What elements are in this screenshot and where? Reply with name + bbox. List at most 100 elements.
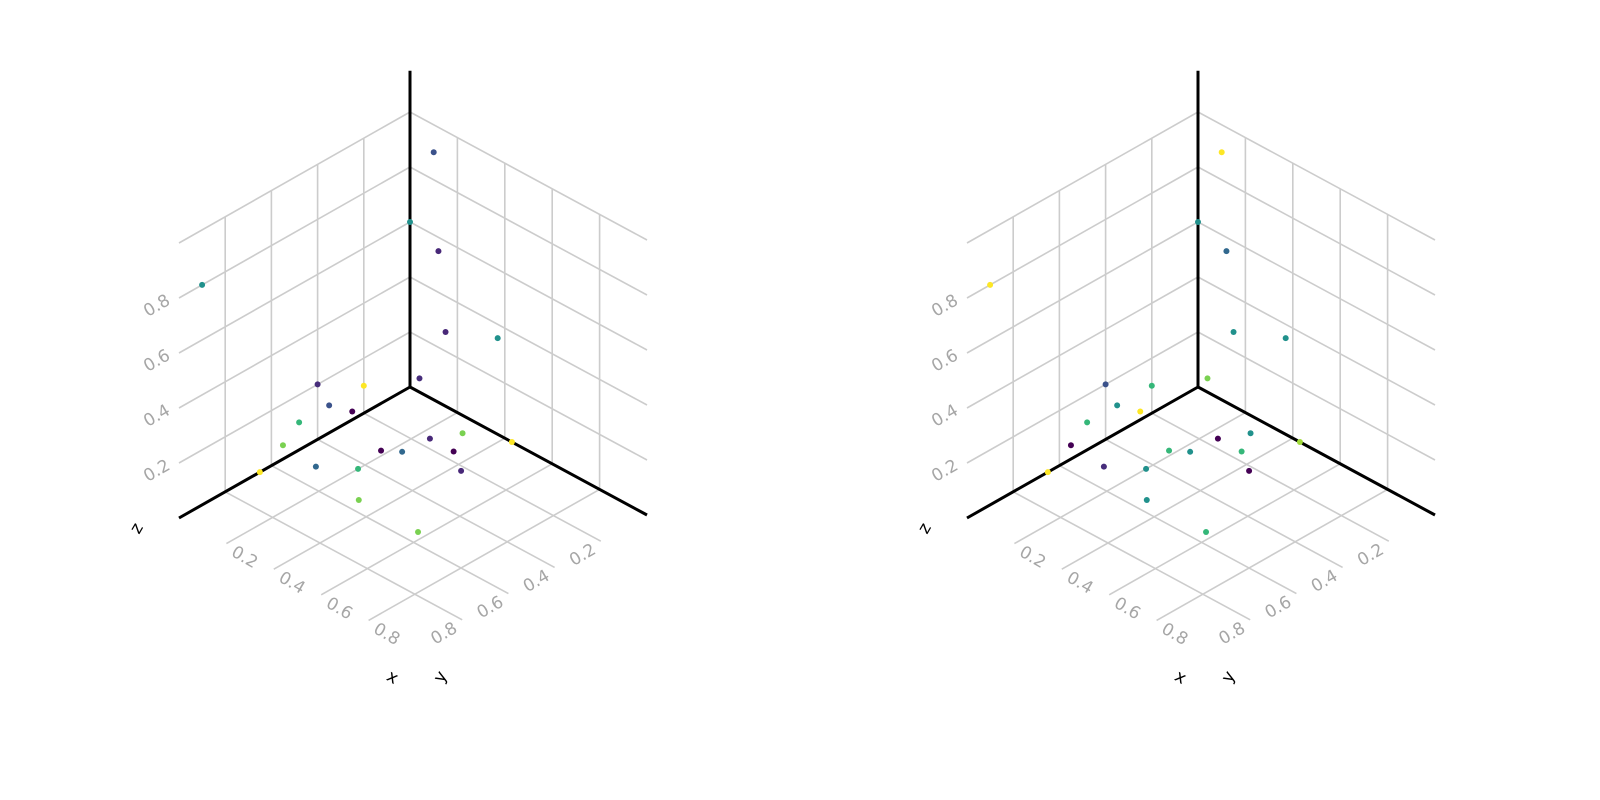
data-point <box>1282 335 1289 342</box>
data-point <box>1238 448 1245 455</box>
data-point <box>458 467 465 474</box>
y-axis-label: y <box>429 668 451 687</box>
x-axis-label: x <box>383 666 402 688</box>
y-axis-line <box>178 385 411 520</box>
data-point <box>430 149 437 156</box>
data-point <box>416 375 423 382</box>
grid-line <box>1014 411 1246 545</box>
y-tick-label: 0.2 <box>1354 540 1387 571</box>
data-point <box>1143 497 1150 504</box>
y-axis-line <box>966 385 1199 520</box>
z-tick-label: 0.8 <box>928 291 961 322</box>
grid-line <box>271 464 509 595</box>
grid-line <box>1197 166 1436 296</box>
grid-line <box>1197 331 1436 461</box>
grid-line <box>178 331 411 464</box>
grid-line <box>178 166 411 299</box>
data-point <box>494 335 501 342</box>
data-point <box>256 469 263 476</box>
grid-line <box>226 411 458 545</box>
grid-line <box>224 491 463 621</box>
grid-line <box>273 437 506 570</box>
scatter3d-panel-2: 0.2 0.4 0.6 0.8 0.2 0.4 0.6 0.8 0.2 0.4 0.6 0.8 x y z <box>914 70 1436 689</box>
data-point <box>1114 402 1121 409</box>
z-tick-label: 0.2 <box>140 456 173 487</box>
data-point <box>1296 439 1303 446</box>
z-tick-label: 0.4 <box>140 401 173 432</box>
data-point <box>450 448 457 455</box>
grid-line <box>178 111 411 244</box>
data-point <box>1100 463 1107 470</box>
y-axis-label: y <box>1217 668 1239 687</box>
data-point <box>1067 442 1074 449</box>
scatter3d-panel-1: 0.2 0.4 0.6 0.8 0.2 0.4 0.6 0.8 0.2 0.4 0.6 0.8 x y z <box>126 70 648 689</box>
grid-line <box>409 331 648 461</box>
data-point <box>312 463 319 470</box>
z-tick-label: 0.6 <box>928 346 961 377</box>
grid-line <box>1059 464 1297 595</box>
data-point <box>199 281 206 288</box>
x-tick-label: 0.2 <box>1016 542 1049 573</box>
grid-line <box>320 463 553 596</box>
grid-line <box>1197 221 1436 351</box>
data-point <box>1084 419 1091 426</box>
x-axis-line <box>409 385 648 517</box>
data-point <box>296 419 303 426</box>
x-tick-label: 0.2 <box>228 542 261 573</box>
z-tick-label: 0.4 <box>928 401 961 432</box>
data-point <box>279 442 286 449</box>
data-point <box>1195 219 1201 225</box>
y-tick-label: 0.4 <box>520 566 553 597</box>
y-tick-label: 0.6 <box>1262 592 1295 623</box>
data-point <box>415 529 422 536</box>
x-axis-label: x <box>1171 666 1190 688</box>
data-point <box>1203 529 1210 536</box>
grid-line <box>1061 437 1294 570</box>
data-point <box>1143 465 1150 472</box>
data-point <box>1137 408 1144 415</box>
x-axis-line <box>1197 385 1436 517</box>
y-tick-label: 0.2 <box>566 540 599 571</box>
data-point <box>1214 435 1221 442</box>
data-point <box>1218 149 1225 156</box>
data-point <box>355 497 362 504</box>
data-point <box>326 402 333 409</box>
grid-line <box>409 111 648 241</box>
y-tick-label: 0.4 <box>1308 566 1341 597</box>
z-tick-label: 0.6 <box>140 346 173 377</box>
data-point <box>349 408 356 415</box>
data-point <box>1102 381 1109 388</box>
x-tick-label: 0.6 <box>322 593 355 624</box>
grid-line <box>1105 438 1343 569</box>
data-point <box>355 465 362 472</box>
grid-line <box>1151 412 1390 542</box>
data-point <box>1166 447 1173 454</box>
grid-line <box>966 111 1199 244</box>
grid-line <box>966 166 1199 299</box>
data-point <box>508 439 515 446</box>
x-tick-label: 0.4 <box>1063 568 1096 599</box>
x-tick-label: 0.8 <box>1158 619 1191 650</box>
data-point <box>1223 248 1230 255</box>
data-point <box>1247 430 1254 437</box>
x-tick-label: 0.4 <box>275 568 308 599</box>
grid-line <box>368 488 600 622</box>
data-point <box>407 219 413 225</box>
y-tick-label: 0.6 <box>474 592 507 623</box>
grid-line <box>178 221 411 354</box>
data-point <box>435 248 442 255</box>
grid-line <box>409 166 648 296</box>
z-tick-label: 0.8 <box>140 291 173 322</box>
data-point <box>1187 448 1194 455</box>
data-point <box>1044 469 1051 476</box>
grid-line <box>1012 491 1251 621</box>
data-point <box>1204 375 1211 382</box>
grid-line <box>1108 463 1341 596</box>
grid-line <box>966 221 1199 354</box>
grid-line <box>409 221 648 351</box>
data-point <box>399 448 406 455</box>
y-tick-label: 0.8 <box>1215 618 1248 649</box>
data-point <box>360 382 367 389</box>
grid-line <box>409 276 648 406</box>
